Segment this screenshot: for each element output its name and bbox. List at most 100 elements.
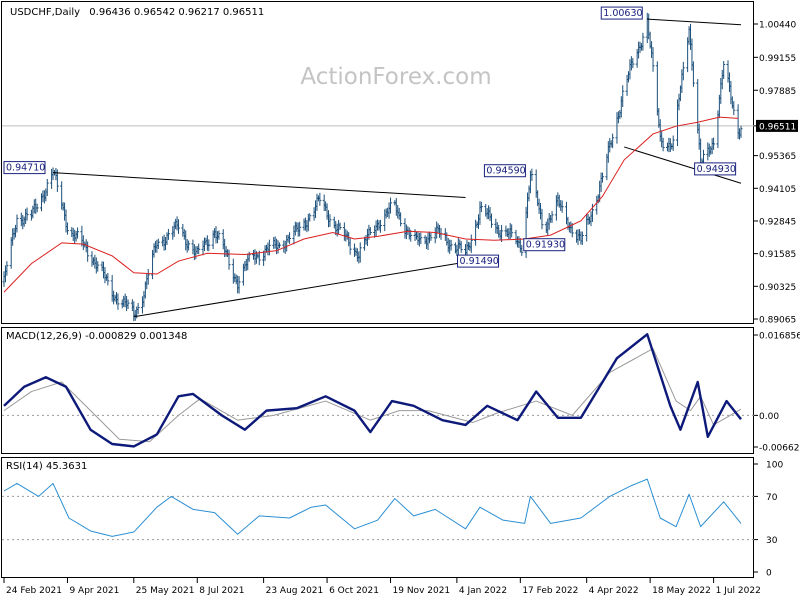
price-annotation-label: 0.94710 (6, 163, 45, 174)
price-tick-label: 0.90325 (759, 283, 796, 293)
price-bar (389, 197, 393, 214)
price-bar (550, 211, 554, 223)
price-annotation: 0.94930 (694, 162, 737, 176)
date-tick-label: 18 May 2022 (652, 586, 711, 596)
price-bar (65, 222, 69, 235)
trend-line (133, 259, 481, 318)
macd-tick-label: -0.006629 (759, 444, 800, 454)
price-bar (691, 61, 695, 87)
date-tick-label: 17 Feb 2022 (522, 586, 578, 596)
price-bar (631, 58, 635, 69)
date-tick-label: 8 Jul 2021 (199, 586, 244, 596)
price-bar (601, 172, 605, 183)
macd-pane-frame (1, 327, 754, 454)
trend-line (624, 146, 742, 184)
price-annotation-label: 0.91930 (526, 240, 565, 251)
price-bar (681, 61, 685, 81)
price-bar (479, 201, 483, 213)
date-tick-label: 9 Apr 2021 (69, 586, 119, 596)
rsi-tick-label: 100 (766, 461, 783, 471)
date-tick-label: 24 Feb 2021 (6, 586, 62, 596)
price-bar (449, 239, 453, 251)
macd-title: MACD(12,26,9) -0.000829 0.001348 (6, 331, 187, 342)
date-tick-label: 4 Apr 2022 (589, 586, 639, 596)
price-bar (651, 47, 655, 72)
price-bar (267, 239, 271, 256)
price-bar (166, 228, 170, 240)
price-bar (378, 219, 382, 233)
price-bar (489, 213, 493, 228)
price-annotation: 1.00630 (600, 6, 643, 20)
moving-average-line (3, 116, 739, 293)
price-tick-label: 0.99155 (759, 54, 796, 64)
price-bar (621, 85, 625, 107)
price-bar (146, 269, 150, 285)
macd-lines (3, 333, 742, 448)
price-bar (187, 240, 191, 251)
price-bar (671, 135, 675, 151)
rsi-pane-frame (1, 457, 754, 578)
price-tick-label: 0.91585 (759, 250, 796, 260)
price-bar (237, 276, 241, 294)
price-annotation: 0.91930 (523, 238, 566, 252)
price-bar (469, 234, 473, 253)
rsi-tick-label: 0 (766, 569, 772, 579)
price-bar (308, 213, 312, 222)
price-bar (277, 242, 281, 249)
price-bar (116, 293, 120, 310)
price-bar (217, 230, 221, 240)
trend-lines (53, 18, 742, 318)
price-bar (348, 237, 352, 255)
date-tick-label: 4 Jan 2022 (459, 586, 507, 596)
price-bar (227, 249, 231, 270)
price-bar (156, 238, 160, 249)
price-bar (25, 207, 29, 221)
price-bar (399, 212, 403, 227)
price-bar (530, 168, 534, 181)
price-bar (560, 200, 564, 213)
price-annotation: 0.94590 (483, 164, 526, 178)
price-annotations: 0.94710 0.91490 0.91930 0.94590 1.00630 0.949… (3, 6, 737, 268)
price-bar (86, 241, 90, 262)
macd-tick-label: 0.016856 (759, 332, 800, 342)
rsi-line (3, 478, 742, 537)
price-bar (35, 203, 39, 213)
price-bar (661, 137, 665, 152)
price-bar (106, 272, 110, 286)
price-bar (459, 241, 463, 253)
price-bar (76, 227, 80, 239)
price-bar (136, 302, 140, 315)
rsi-axis-ticks: 100 70 30 0 (2, 461, 783, 579)
price-bar (247, 251, 251, 262)
rsi-lines (3, 478, 742, 537)
date-tick-label: 1 Jul 2022 (716, 586, 761, 596)
date-tick-label: 25 May 2021 (136, 586, 195, 596)
trend-line (53, 172, 466, 198)
price-annotation-label: 0.94590 (486, 166, 525, 177)
watermark: ActionForex.com (300, 64, 491, 90)
price-bar (510, 224, 514, 238)
chart-symbol-title: USDCHF,Daily 0.96436 0.96542 0.96217 0.9… (10, 7, 264, 18)
price-bar (177, 219, 181, 234)
price-annotation-label: 0.91490 (460, 256, 499, 267)
price-bar (207, 239, 211, 252)
price-tick-label: 0.96511 (759, 122, 796, 132)
price-bar (712, 137, 716, 150)
price-bar (590, 203, 594, 222)
macd-tick-label: 0.00 (759, 412, 779, 422)
price-annotation-label: 1.00630 (603, 8, 642, 19)
price-tick-label: 0.89065 (759, 316, 796, 326)
price-bar (722, 61, 726, 79)
price-tick-label: 0.92845 (759, 217, 796, 227)
macd-signal-line (3, 348, 742, 443)
ohlc-values: 0.96436 0.96542 0.96217 0.96511 (89, 7, 264, 18)
price-bar (611, 133, 615, 149)
price-bar (641, 32, 645, 51)
macd-line (3, 333, 742, 448)
macd-axis-ticks: 0.016856 0.00 -0.006629 (2, 332, 800, 454)
price-bar (580, 231, 584, 245)
rsi-tick-label: 70 (766, 493, 778, 503)
price-bars (2, 12, 743, 322)
